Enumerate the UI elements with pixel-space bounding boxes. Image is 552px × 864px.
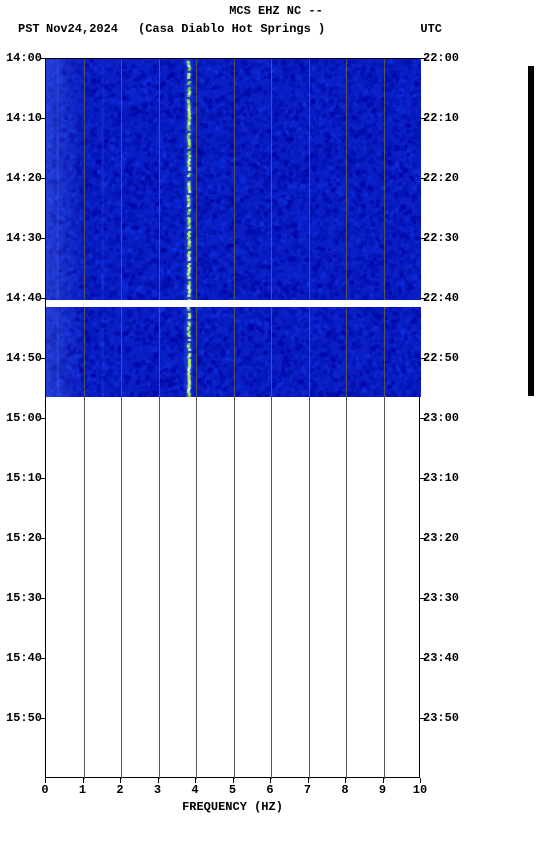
y-tick-left: 14:20 xyxy=(6,171,45,185)
y-tick-right: 23:30 xyxy=(420,591,459,605)
x-tick-label: 0 xyxy=(41,778,48,797)
x-tick-label: 9 xyxy=(379,778,386,797)
x-tick-label: 5 xyxy=(229,778,236,797)
y-tick-left: 14:50 xyxy=(6,351,45,365)
y-tick-right: 23:40 xyxy=(420,651,459,665)
y-tick-left: 15:50 xyxy=(6,711,45,725)
y-tick-right: 23:00 xyxy=(420,411,459,425)
x-tick-label: 10 xyxy=(413,778,427,797)
gridline-v xyxy=(84,59,85,779)
y-tick-right: 22:10 xyxy=(420,111,459,125)
y-tick-right: 22:00 xyxy=(420,51,459,65)
x-tick-label: 8 xyxy=(341,778,348,797)
gridline-v xyxy=(121,59,122,779)
gridline-v xyxy=(384,59,385,779)
gridline-v xyxy=(346,59,347,779)
gridline-v xyxy=(309,59,310,779)
x-tick-label: 6 xyxy=(266,778,273,797)
x-tick-label: 1 xyxy=(79,778,86,797)
date-label: Nov24,2024 xyxy=(46,22,118,36)
y-tick-left: 14:30 xyxy=(6,231,45,245)
y-tick-right: 23:10 xyxy=(420,471,459,485)
y-tick-right: 22:30 xyxy=(420,231,459,245)
station-name: (Casa Diablo Hot Springs ) xyxy=(138,22,325,36)
y-tick-right: 22:50 xyxy=(420,351,459,365)
y-tick-right: 22:20 xyxy=(420,171,459,185)
y-tick-right: 22:40 xyxy=(420,291,459,305)
colorbar xyxy=(528,66,534,396)
y-tick-left: 15:20 xyxy=(6,531,45,545)
y-tick-left: 14:00 xyxy=(6,51,45,65)
y-tick-left: 14:40 xyxy=(6,291,45,305)
x-tick-label: 4 xyxy=(191,778,198,797)
gridline-v xyxy=(159,59,160,779)
y-tick-left: 15:30 xyxy=(6,591,45,605)
y-tick-left: 14:10 xyxy=(6,111,45,125)
spectrogram-chart: FREQUENCY (HZ) 01234567891014:0014:1014:… xyxy=(45,58,420,778)
x-tick-label: 2 xyxy=(116,778,123,797)
gridline-v xyxy=(196,59,197,779)
y-tick-left: 15:40 xyxy=(6,651,45,665)
y-tick-left: 15:00 xyxy=(6,411,45,425)
utc-label: UTC xyxy=(420,22,442,36)
plot-area xyxy=(45,58,420,778)
x-tick-label: 7 xyxy=(304,778,311,797)
y-tick-right: 23:20 xyxy=(420,531,459,545)
data-gap xyxy=(46,300,421,307)
pst-label: PST xyxy=(18,22,40,36)
gridline-v xyxy=(271,59,272,779)
y-tick-left: 15:10 xyxy=(6,471,45,485)
header-line1: MCS EHZ NC -- xyxy=(0,4,552,18)
y-tick-right: 23:50 xyxy=(420,711,459,725)
x-tick-label: 3 xyxy=(154,778,161,797)
gridline-v xyxy=(234,59,235,779)
x-axis-label: FREQUENCY (HZ) xyxy=(45,800,420,814)
